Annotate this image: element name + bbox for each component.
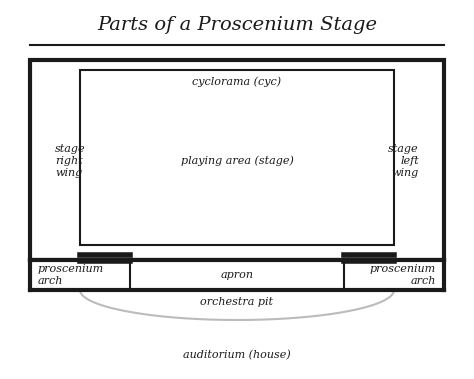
Text: apron: apron [220,270,254,280]
Text: auditorium (house): auditorium (house) [183,350,291,360]
Bar [80,70,394,245]
Text: proscenium
arch: proscenium arch [38,264,104,286]
Text: Parts of a Proscenium Stage: Parts of a Proscenium Stage [97,16,377,34]
Bar [30,60,444,260]
Text: stage
left
wing: stage left wing [388,144,419,178]
Text: proscenium
arch: proscenium arch [370,264,436,286]
Bar [30,260,444,290]
Text: cyclorama (cyc): cyclorama (cyc) [192,77,282,87]
Text: playing area (stage): playing area (stage) [181,156,293,166]
Text: stage
right
wing: stage right wing [55,144,86,178]
Text: orchestra pit: orchestra pit [201,297,273,307]
